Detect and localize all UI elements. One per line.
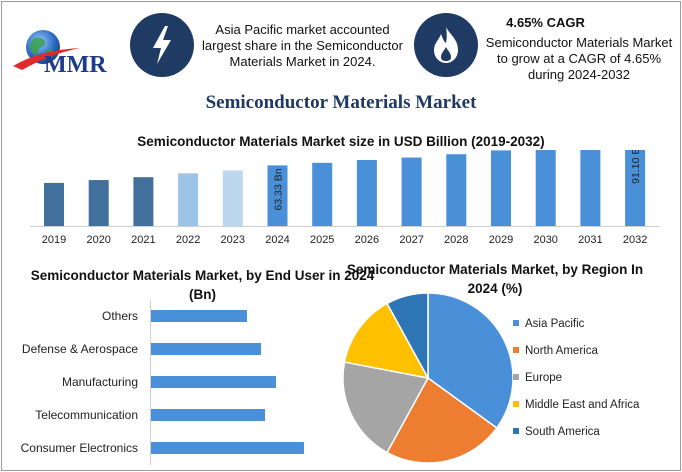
bar-2023: [222, 170, 243, 226]
legend-label: North America: [525, 345, 598, 357]
bar-2020: [88, 180, 109, 226]
lightning-bolt-icon: [153, 26, 171, 64]
end-user-bar-chart: Others Defense & Aerospace Manufacturing Te…: [21, 300, 304, 465]
lightning-icon-badge: [130, 13, 194, 77]
pie-slice-south-america: [386, 292, 429, 379]
x-tick-label: 2026: [355, 234, 379, 246]
bar-2031: [580, 150, 601, 226]
bar-2030: [535, 150, 556, 226]
region-pie-chart: [342, 292, 514, 464]
legend-swatch: [513, 400, 519, 407]
pie-slice-middle-east-and-africa: [343, 302, 430, 380]
legend-item: South America: [513, 425, 600, 439]
x-tick-label: 2023: [221, 234, 245, 246]
legend-item: North America: [513, 344, 598, 358]
legend-item: Asia Pacific: [513, 317, 584, 331]
pie-slice-europe: [342, 361, 430, 454]
bar-2025: [312, 162, 333, 226]
globe-icon: [13, 30, 80, 70]
x-tick-label: 2032: [623, 234, 647, 246]
x-tick-label: 2022: [176, 234, 200, 246]
x-tick-label: 2024: [265, 234, 289, 246]
mmr-logo: MMR: [10, 26, 125, 81]
logo-text: MMR: [44, 52, 107, 78]
category-label: Defense & Aerospace: [22, 342, 138, 356]
bar-2029: [491, 150, 511, 226]
flame-icon: [434, 27, 458, 63]
bar-2021: [133, 177, 154, 226]
legend-swatch: [513, 373, 519, 380]
pie-slice-north-america: [386, 376, 498, 464]
market-size-chart-title: Semiconductor Materials Market size in U…: [137, 134, 545, 149]
x-tick-label: 2031: [578, 234, 602, 246]
legend-label: South America: [525, 426, 600, 438]
bar-2022: [178, 173, 199, 226]
category-label: Manufacturing: [62, 375, 138, 389]
hbar-consumer-electronics: [151, 442, 304, 454]
end-user-chart-title: Semiconductor Materials Market, by End U…: [30, 268, 375, 302]
market-size-bar-chart: 2019 2020 2021 2022 2023 2024 63.33 Bn 2025 2026…: [30, 150, 660, 246]
category-label: Others: [102, 309, 138, 323]
flame-icon-badge: [414, 13, 478, 77]
bar-2019: [44, 182, 64, 226]
legend-item: Europe: [513, 371, 562, 385]
cagr-info-text: Semiconductor Materials Market to grow a…: [485, 35, 673, 82]
hbar-defense-aerospace: [151, 343, 261, 355]
legend-swatch: [513, 319, 519, 326]
legend-swatch: [513, 427, 519, 434]
legend-item: Middle East and Africa: [513, 398, 639, 412]
x-tick-label: 2028: [444, 234, 468, 246]
category-label: Consumer Electronics: [21, 441, 138, 455]
asia-pacific-info-text: Asia Pacific market accounted largest sh…: [202, 22, 403, 69]
cagr-heading: 4.65% CAGR: [506, 15, 585, 30]
x-tick-label: 2029: [489, 234, 513, 246]
x-tick-label: 2030: [533, 234, 557, 246]
legend-label: Europe: [525, 372, 563, 384]
data-label-2032: 91.10 Bn: [630, 150, 642, 184]
x-tick-label: 2021: [131, 234, 155, 246]
x-tick-label: 2027: [399, 234, 423, 246]
x-tick-label: 2020: [86, 234, 110, 246]
legend-swatch: [513, 346, 519, 353]
bar-2026: [356, 159, 377, 226]
data-label-2024: 63.33 Bn: [273, 168, 285, 210]
bar-2024: [267, 165, 288, 226]
legend-label: Asia Pacific: [525, 318, 585, 330]
pie-slice-asia-pacific: [427, 292, 514, 430]
x-tick-label: 2025: [310, 234, 334, 246]
hbar-manufacturing: [151, 376, 276, 388]
legend-label: Middle East and Africa: [525, 399, 640, 411]
region-chart-title: Semiconductor Materials Market, by Regio…: [346, 262, 644, 296]
bar-2028: [446, 154, 467, 226]
bar-2027: [401, 157, 422, 226]
bar-2032: [625, 150, 646, 226]
category-label: Telecommunication: [35, 408, 138, 422]
x-tick-label: 2019: [42, 234, 66, 246]
hbar-telecommunication: [151, 409, 265, 421]
hbar-others: [151, 310, 247, 322]
page-title: Semiconductor Materials Market: [205, 92, 477, 113]
